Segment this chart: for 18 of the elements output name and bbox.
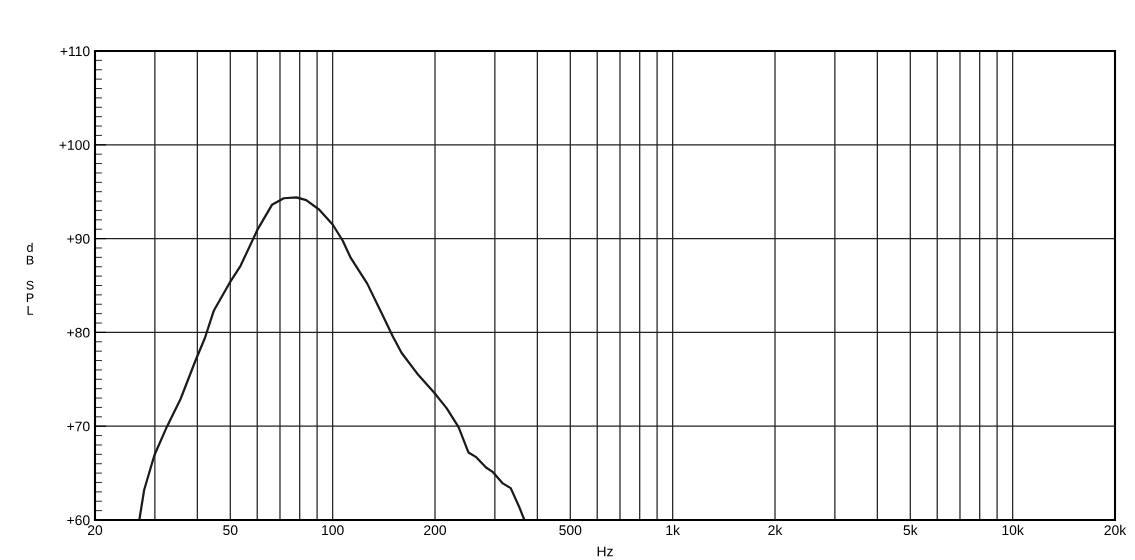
x-tick-label: 2k bbox=[768, 524, 783, 535]
text: dB SPL bbox=[26, 242, 34, 315]
y-tick-label: +90 bbox=[67, 233, 90, 244]
y-tick-label: +60 bbox=[67, 515, 90, 526]
y-tick-label: +70 bbox=[67, 421, 90, 432]
x-tick-label: 100 bbox=[322, 525, 344, 536]
x-axis-title: Hz bbox=[597, 546, 613, 557]
x-tick-label: 1k bbox=[666, 524, 680, 535]
x-tick-label: 20 bbox=[87, 525, 103, 536]
x-tick-label: 5k bbox=[903, 524, 918, 536]
x-tick-label: 20k bbox=[1104, 524, 1127, 536]
y-tick-label: +80 bbox=[67, 327, 90, 338]
x-tick-label: 10k bbox=[1002, 524, 1024, 536]
y-tick-label: +110 bbox=[60, 46, 90, 57]
y-tick-label: +100 bbox=[59, 140, 90, 150]
x-tick-label: 200 bbox=[424, 525, 447, 536]
x-tick-label: 500 bbox=[559, 525, 582, 536]
x-tick-label: 50 bbox=[223, 525, 238, 536]
